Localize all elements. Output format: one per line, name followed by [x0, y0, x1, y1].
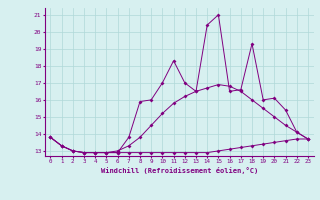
X-axis label: Windchill (Refroidissement éolien,°C): Windchill (Refroidissement éolien,°C): [100, 167, 258, 174]
